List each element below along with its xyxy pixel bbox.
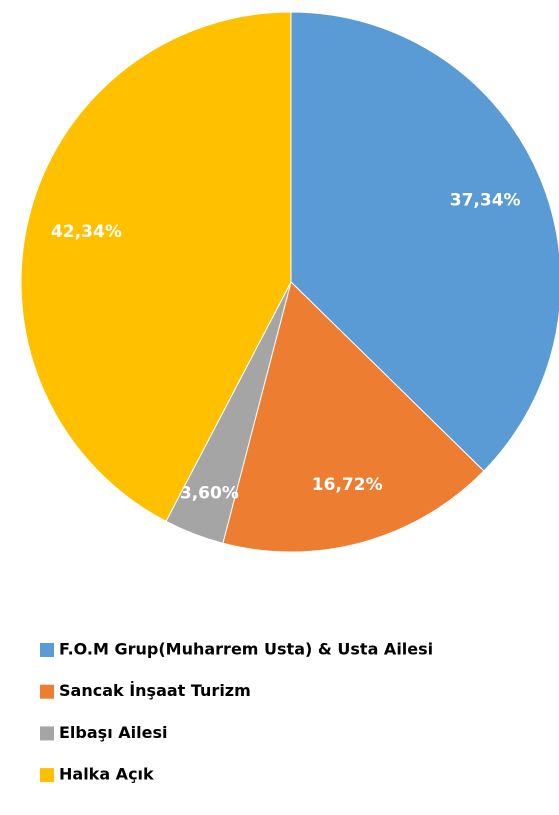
pie-slice (222, 281, 485, 553)
data-label: 3,60% (180, 484, 239, 504)
legend-label: Elbaşı Ailesi (59, 723, 167, 742)
legend-swatch (40, 768, 54, 783)
data-label: 16,72% (312, 475, 383, 495)
legend-swatch (40, 684, 54, 699)
legend-label: Halka Açık (59, 765, 154, 784)
data-label: 42,34% (51, 222, 122, 242)
legend-label: F.O.M Grup(Muharrem Usta) & Usta Ailesi (59, 640, 433, 659)
legend-swatch (40, 726, 54, 741)
pie-slice (290, 11, 559, 472)
pie-slice (20, 11, 292, 523)
legend-label: Sancak İnşaat Turizm (59, 681, 251, 700)
data-label: 37,34% (450, 190, 521, 210)
legend-swatch (40, 643, 54, 657)
